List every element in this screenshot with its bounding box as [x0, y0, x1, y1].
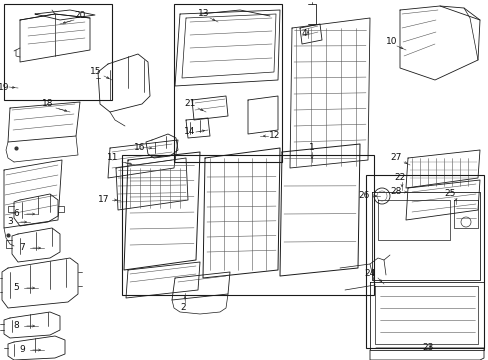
Text: 23: 23 [422, 343, 433, 352]
Text: 1: 1 [308, 144, 314, 153]
Text: 27: 27 [389, 153, 401, 162]
Text: 26: 26 [358, 192, 369, 201]
Bar [122, 155, 373, 295]
Text: 8: 8 [13, 321, 19, 330]
Text: 10: 10 [386, 37, 397, 46]
Text: 22: 22 [393, 174, 405, 183]
Bar [365, 175, 483, 348]
Text: 16: 16 [134, 144, 145, 153]
Text: 5: 5 [13, 284, 19, 292]
Text: 15: 15 [90, 68, 102, 77]
Text: 12: 12 [269, 131, 280, 140]
Text: 9: 9 [19, 346, 25, 355]
Text: 17: 17 [98, 195, 109, 204]
Text: 3: 3 [7, 217, 13, 226]
Text: 20: 20 [74, 12, 85, 21]
Text: 11: 11 [107, 153, 119, 162]
Bar [174, 4, 282, 162]
Text: 13: 13 [198, 9, 209, 18]
Text: 25: 25 [444, 189, 455, 198]
Text: 19: 19 [0, 82, 10, 91]
Text: 21: 21 [184, 99, 195, 108]
Text: 2: 2 [180, 302, 185, 311]
Text: 14: 14 [184, 127, 195, 136]
Text: 7: 7 [19, 243, 25, 252]
Text: 18: 18 [42, 99, 54, 108]
Text: 24: 24 [364, 270, 375, 279]
Text: 28: 28 [389, 188, 401, 197]
Text: 6: 6 [13, 210, 19, 219]
Bar [4, 4, 112, 100]
Text: 4: 4 [301, 30, 306, 39]
